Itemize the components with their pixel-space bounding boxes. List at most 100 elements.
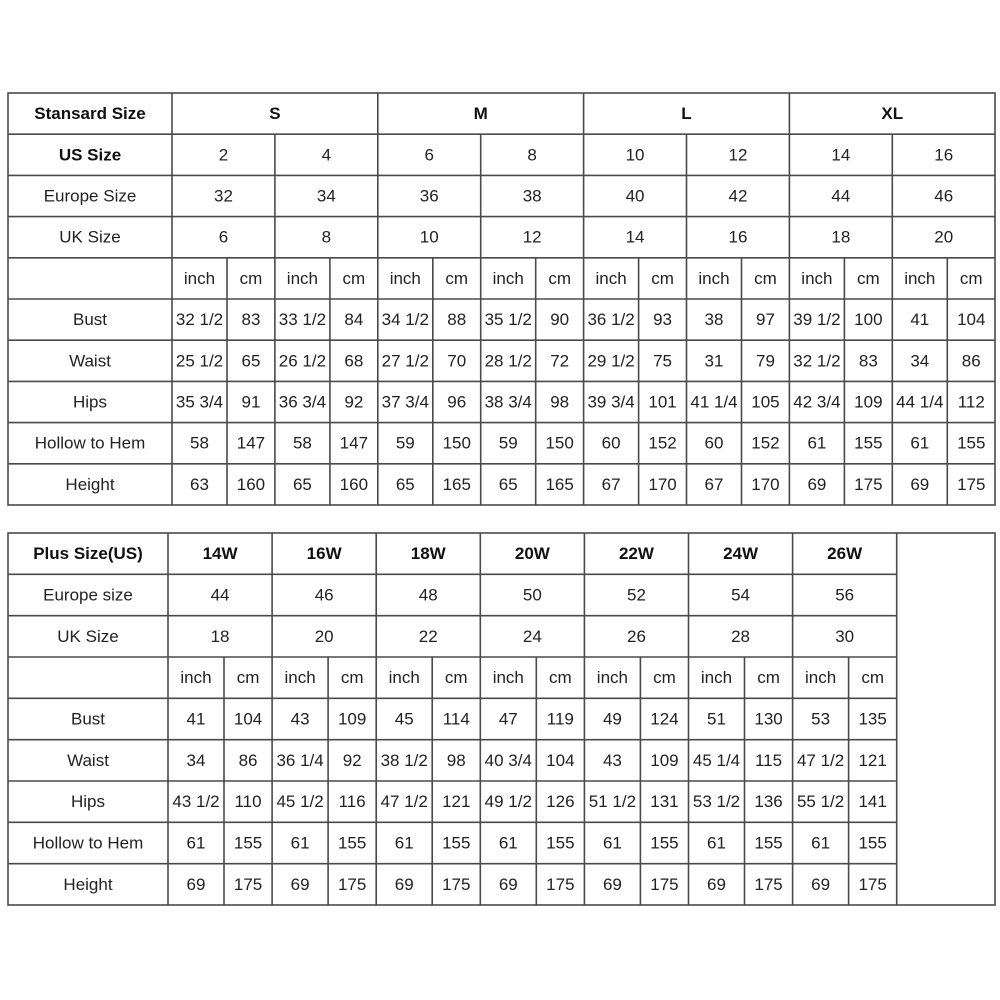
cell: 53 1/2 <box>693 792 740 811</box>
cell: 69 <box>499 875 518 894</box>
cell: 115 <box>755 751 782 770</box>
cell: inch <box>698 269 729 288</box>
cell: 36 <box>420 186 439 205</box>
cell: 31 <box>705 351 724 370</box>
cell: 27 1/2 <box>382 351 429 370</box>
cell: 49 1/2 <box>485 792 532 811</box>
cell: 20W <box>515 544 551 563</box>
cell: 104 <box>957 310 985 329</box>
cell: 160 <box>237 475 265 494</box>
cell: 65 <box>499 475 518 494</box>
cell: 36 1/2 <box>587 310 634 329</box>
cell: 105 <box>751 392 779 411</box>
cell: 175 <box>650 875 678 894</box>
cell: 51 <box>707 709 726 728</box>
cell: cm <box>445 668 468 687</box>
cell: 110 <box>234 792 261 811</box>
cell: 42 3/4 <box>793 392 840 411</box>
cell: 104 <box>234 709 262 728</box>
cell: 43 <box>291 709 310 728</box>
cell: 92 <box>343 751 362 770</box>
cell: inch <box>287 269 318 288</box>
cell: 175 <box>546 875 574 894</box>
cell: 26 1/2 <box>279 351 326 370</box>
cell: cm <box>445 269 468 288</box>
cell: 22W <box>619 544 655 563</box>
cell: 43 <box>603 751 622 770</box>
cell: 114 <box>443 709 470 728</box>
cell: 67 <box>602 475 621 494</box>
cell: 100 <box>854 310 882 329</box>
cell: 170 <box>648 475 676 494</box>
cell: 69 <box>707 875 726 894</box>
cell: 67 <box>705 475 724 494</box>
cell: L <box>681 104 691 123</box>
table-frame <box>7 532 996 906</box>
cell: 48 <box>419 585 438 604</box>
cell: 58 <box>190 434 209 453</box>
row-label: UK Size <box>59 228 120 247</box>
cell: 61 <box>707 833 726 852</box>
row-label: Hollow to Hem <box>35 434 146 453</box>
cell: 14 <box>626 228 645 247</box>
cell: 38 <box>705 310 724 329</box>
cell: cm <box>237 668 260 687</box>
cell: 4 <box>322 145 331 164</box>
cell: 10 <box>626 145 645 164</box>
cell: 12 <box>728 145 747 164</box>
cell: 79 <box>756 351 775 370</box>
cell: 65 <box>241 351 260 370</box>
cell: 26W <box>827 544 863 563</box>
cell: 109 <box>338 709 366 728</box>
cell: inch <box>390 269 421 288</box>
cell: 121 <box>442 792 470 811</box>
cell: 24 <box>523 627 542 646</box>
cell: 32 1/2 <box>176 310 223 329</box>
cell: cm <box>960 269 983 288</box>
cell: 14 <box>831 145 850 164</box>
cell: cm <box>549 668 572 687</box>
row-label: Hollow to Hem <box>33 833 144 852</box>
cell: 104 <box>546 751 574 770</box>
cell: 69 <box>910 475 929 494</box>
cell: 45 1/2 <box>276 792 323 811</box>
cell: cm <box>653 668 676 687</box>
cell: 40 3/4 <box>485 751 532 770</box>
cell: 155 <box>546 833 574 852</box>
cell: 34 <box>317 186 336 205</box>
cell: 38 1/2 <box>381 751 428 770</box>
cell: 72 <box>550 351 569 370</box>
cell: 39 3/4 <box>587 392 634 411</box>
cell: 109 <box>854 392 882 411</box>
cell: 155 <box>858 833 886 852</box>
cell: 147 <box>340 434 368 453</box>
cell: 136 <box>754 792 782 811</box>
cell: inch <box>493 668 524 687</box>
cell: 98 <box>550 392 569 411</box>
cell: 8 <box>322 228 331 247</box>
cell: 152 <box>648 434 676 453</box>
cell: cm <box>861 668 884 687</box>
cell: 46 <box>315 585 334 604</box>
cell: 18 <box>211 627 230 646</box>
cell: 65 <box>293 475 312 494</box>
cell: 44 1/4 <box>896 392 943 411</box>
cell: 86 <box>239 751 258 770</box>
cell: 38 <box>523 186 542 205</box>
cell: 16W <box>307 544 343 563</box>
row-label: Stansard Size <box>34 104 146 123</box>
cell: 45 1/4 <box>693 751 740 770</box>
cell: inch <box>285 668 316 687</box>
cell: 16 <box>934 145 953 164</box>
cell: 109 <box>650 751 678 770</box>
cell: 90 <box>550 310 569 329</box>
cell: 55 1/2 <box>797 792 844 811</box>
cell: 32 1/2 <box>793 351 840 370</box>
cell: 35 1/2 <box>485 310 532 329</box>
cell: inch <box>180 668 211 687</box>
cell: 30 <box>835 627 854 646</box>
row-label: Waist <box>67 751 109 770</box>
cell: 147 <box>237 434 265 453</box>
cell: 65 <box>396 475 415 494</box>
